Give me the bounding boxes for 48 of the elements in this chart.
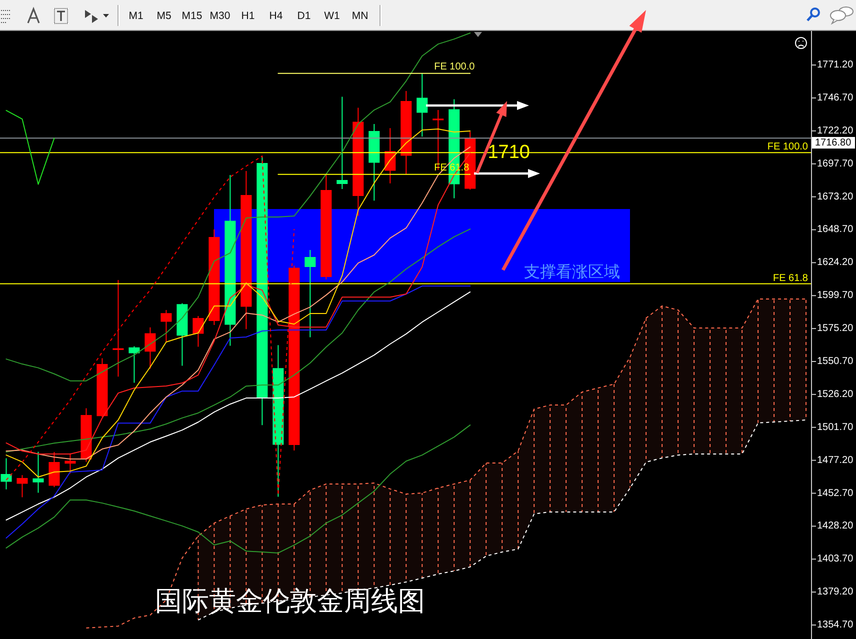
y-tick-label: 1697.70 xyxy=(817,158,854,170)
text: H4 xyxy=(269,10,283,22)
y-tick-label: 1771.20 xyxy=(817,60,854,71)
y-tick-label: 1673.20 xyxy=(817,191,854,202)
candlestick xyxy=(16,475,28,498)
y-tick-label: 1526.20 xyxy=(817,388,854,400)
candlestick xyxy=(128,346,140,383)
text: M30 xyxy=(210,10,230,22)
y-tick-label: 1716.80 xyxy=(815,137,852,148)
y-tick-label: 1501.70 xyxy=(817,422,854,433)
text: W1 xyxy=(324,10,340,22)
text: H1 xyxy=(241,10,255,22)
line-series xyxy=(6,110,55,185)
y-tick-label: 1746.70 xyxy=(817,92,854,104)
y-tick-label: 1477.20 xyxy=(817,454,854,466)
y-tick-label: 1575.20 xyxy=(817,323,854,334)
y-tick-label: 1354.70 xyxy=(817,620,854,631)
ref-line-label: FE 100.0 xyxy=(767,142,808,153)
line-series xyxy=(6,228,471,452)
candlestick xyxy=(336,96,348,189)
band-label: 支撑看涨区域 xyxy=(524,263,620,282)
text: MN xyxy=(352,10,368,22)
line-series xyxy=(86,298,807,628)
y-tick-label: 1624.20 xyxy=(817,257,854,268)
candlestick xyxy=(320,175,332,280)
y-tick-label: 1403.70 xyxy=(817,554,854,565)
candlestick xyxy=(160,310,172,342)
y-tick-label: 1722.20 xyxy=(817,125,854,136)
candlestick xyxy=(304,250,316,338)
text: 国际黄金伦敦金周线图 xyxy=(155,586,425,616)
candlestick xyxy=(0,458,12,490)
candlestick xyxy=(416,73,428,137)
y-tick-label: 1379.20 xyxy=(817,586,854,598)
series-label: FE 100.0 xyxy=(434,61,476,72)
y-tick-label: 1550.70 xyxy=(817,356,854,367)
y-tick-label: 1648.70 xyxy=(817,224,854,236)
candlestick xyxy=(112,280,124,377)
y-tick-label: 1452.70 xyxy=(817,488,854,499)
text: D1 xyxy=(297,10,311,22)
y-tick-label: 1599.70 xyxy=(817,290,854,302)
candlestick xyxy=(48,452,60,488)
candlestick xyxy=(32,452,44,493)
ref-line-label: FE 61.8 xyxy=(772,272,808,284)
line-series xyxy=(6,424,471,554)
text: M15 xyxy=(182,10,202,22)
y-tick-label: 1428.20 xyxy=(817,520,854,532)
text: M1 xyxy=(128,10,144,22)
text: M5 xyxy=(156,10,172,22)
